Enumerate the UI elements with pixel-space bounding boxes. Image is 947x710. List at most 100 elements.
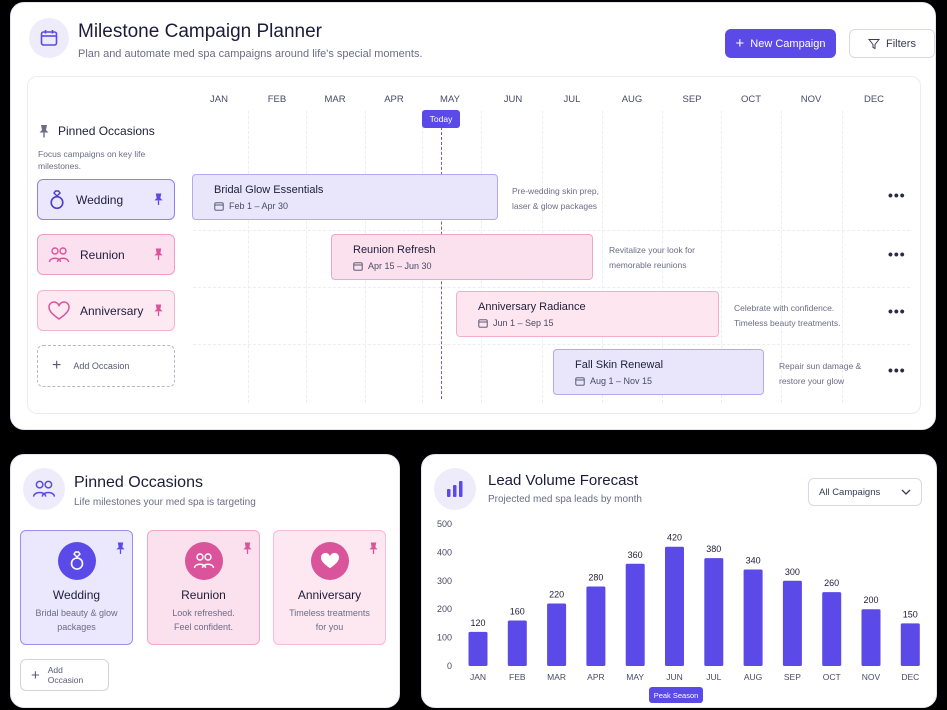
heart-icon (311, 542, 349, 580)
bar-jul[interactable] (704, 558, 724, 666)
month-label: DEC (863, 94, 885, 105)
data-label: 360 (628, 550, 643, 560)
month-label: AUG (621, 94, 643, 105)
more-options-icon[interactable]: ••• (888, 362, 906, 378)
grid-line (721, 111, 722, 403)
ring-icon (50, 189, 64, 209)
bar-oct[interactable] (822, 592, 842, 666)
x-tick-label: AUG (744, 672, 762, 682)
campaign-planner-panel: Milestone Campaign Planner Plan and auto… (10, 2, 936, 430)
lead-volume-chart: 0 100 200 300 400 500 120 JAN 160 FEB 220 MAR 280 APR… (437, 519, 920, 682)
campaign-dates: Feb 1 – Apr 30 (229, 201, 289, 211)
campaign-note: Celebrate with confidence. Timeless beaut… (734, 303, 841, 328)
campaign-select[interactable]: All Campaigns (808, 478, 922, 506)
calendar-icon (29, 18, 69, 58)
data-label: 340 (746, 555, 761, 565)
calendar-icon (478, 319, 488, 328)
plus-icon: + (735, 35, 745, 52)
campaign-bar-fall-skin-renewal[interactable]: Fall Skin Renewal Aug 1 – Nov 15 (553, 349, 764, 395)
data-label: 300 (785, 567, 800, 577)
occasion-card-anniversary[interactable]: Anniversary Timeless treatments for you (273, 530, 386, 645)
campaign-bar-reunion-refresh[interactable]: Reunion Refresh Apr 15 – Jun 30 (331, 234, 593, 280)
campaign-bar-bridal-glow[interactable]: Bridal Glow Essentials Feb 1 – Apr 30 (192, 174, 498, 220)
x-tick-label: FEB (509, 672, 526, 682)
occasion-wedding[interactable]: Wedding (37, 179, 175, 220)
campaign-bar-anniversary-radiance[interactable]: Anniversary Radiance Jun 1 – Sep 15 (456, 291, 719, 337)
calendar-icon (575, 377, 585, 386)
data-label: 280 (588, 572, 603, 582)
pin-icon[interactable] (153, 303, 164, 317)
grid-line (248, 111, 249, 403)
data-label: 150 (903, 609, 918, 619)
filters-button[interactable]: Filters (849, 29, 935, 58)
more-options-icon[interactable]: ••• (888, 246, 906, 262)
grid-line (662, 111, 663, 403)
panel-subtitle: Life milestones your med spa is targetin… (74, 497, 256, 508)
data-label: 380 (706, 544, 721, 554)
heart-icon (48, 300, 70, 320)
bar-sep[interactable] (782, 580, 802, 666)
bar-aug[interactable] (743, 569, 763, 666)
calendar-icon (214, 202, 224, 211)
data-label: 260 (824, 578, 839, 588)
occasion-reunion[interactable]: Reunion (37, 234, 175, 275)
x-tick-label: APR (587, 672, 604, 682)
filter-icon (868, 38, 881, 49)
campaign-dates: Aug 1 – Nov 15 (590, 376, 653, 386)
chevron-down-icon (901, 489, 911, 495)
grid-line (306, 111, 307, 403)
grid-line (193, 344, 910, 345)
bar-apr[interactable] (586, 586, 606, 666)
people-icon (185, 542, 223, 580)
occasion-card-wedding[interactable]: Wedding Bridal beauty & glow packages (20, 530, 133, 645)
people-icon (23, 468, 65, 510)
plus-icon: + (31, 666, 40, 684)
month-label: FEB (267, 94, 287, 105)
bar-nov[interactable] (861, 609, 881, 666)
bar-feb[interactable] (507, 620, 527, 666)
grid-line (602, 111, 603, 403)
occasion-anniversary[interactable]: Anniversary (37, 290, 175, 331)
add-occasion-button[interactable]: + Add Occasion (37, 345, 175, 387)
pin-icon[interactable] (153, 192, 164, 206)
plus-icon: + (52, 357, 62, 374)
grid-line (193, 287, 910, 288)
bar-jan[interactable] (468, 631, 488, 666)
month-label: JUL (563, 94, 581, 105)
bar-jun[interactable] (665, 546, 684, 666)
month-label: JUN (503, 94, 523, 105)
pin-icon[interactable] (242, 541, 253, 555)
pinned-occasions-heading: Pinned Occasions (38, 124, 155, 138)
month-label: MAR (324, 94, 346, 105)
x-tick-label: JUL (706, 672, 721, 682)
x-tick-label: MAR (547, 672, 566, 682)
add-occasion-button[interactable]: + Add Occasion (20, 659, 109, 691)
data-label: 160 (510, 607, 525, 617)
campaign-note: Pre-wedding skin prep, laser & glow packa… (512, 186, 599, 211)
more-options-icon[interactable]: ••• (888, 187, 906, 203)
occasion-card-reunion[interactable]: Reunion Look refreshed. Feel confident. (147, 530, 260, 645)
more-options-icon[interactable]: ••• (888, 303, 906, 319)
bar-dec[interactable] (900, 623, 920, 666)
x-tick-label: OCT (823, 672, 841, 682)
bar-chart-icon (434, 468, 476, 510)
data-label: 200 (863, 595, 878, 605)
page-subtitle: Plan and automate med spa campaigns arou… (78, 48, 423, 60)
pin-icon[interactable] (115, 541, 126, 555)
data-label: 120 (470, 618, 485, 628)
month-label: MAY (440, 94, 460, 105)
pin-icon[interactable] (153, 247, 164, 261)
bar-may[interactable] (625, 563, 645, 666)
page-title: Milestone Campaign Planner (78, 21, 322, 42)
pin-icon[interactable] (368, 541, 379, 555)
bar-mar[interactable] (547, 603, 567, 666)
lead-volume-panel: Lead Volume Forecast Projected med spa l… (421, 454, 937, 708)
y-tick-label: 200 (437, 604, 452, 614)
y-tick-label: 400 (437, 547, 452, 557)
new-campaign-button[interactable]: + New Campaign (725, 29, 836, 58)
data-label: 220 (549, 590, 564, 600)
grid-line (781, 111, 782, 403)
grid-line (842, 111, 843, 403)
grid-line (193, 230, 910, 231)
pinned-occasions-desc: Focus campaigns on key life milestones. (38, 149, 146, 171)
